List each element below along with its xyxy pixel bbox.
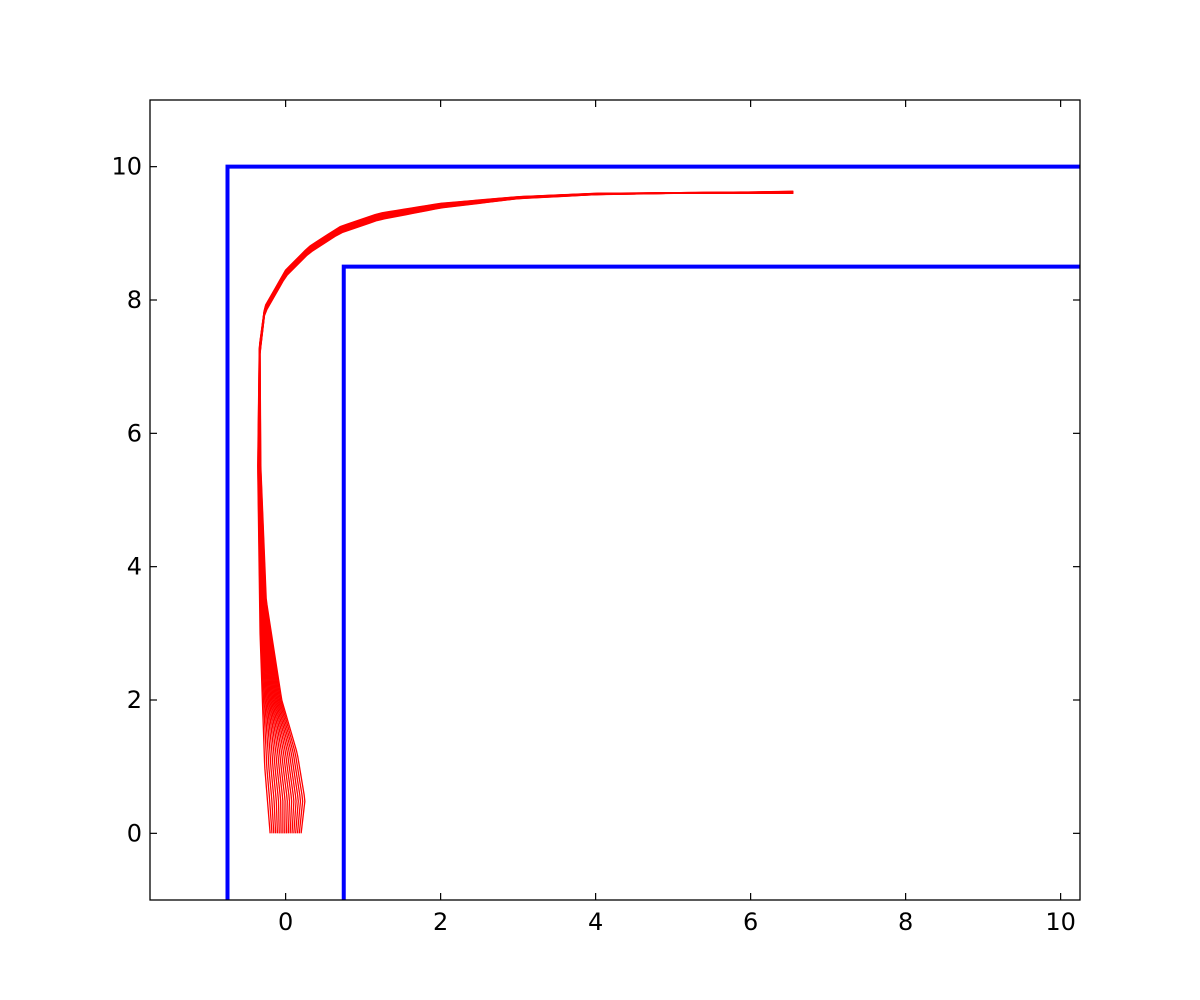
trajectory-line-12 bbox=[259, 191, 794, 834]
y-tick-label: 6 bbox=[127, 419, 142, 447]
trajectory-line-9 bbox=[258, 191, 794, 834]
trajectory-line-17 bbox=[259, 192, 794, 834]
trajectory-lines bbox=[257, 190, 794, 834]
trajectory-line-7 bbox=[258, 191, 794, 834]
y-tick-label: 10 bbox=[111, 153, 142, 181]
trajectory-line-6 bbox=[258, 191, 794, 834]
trajectory-line-16 bbox=[259, 192, 794, 834]
trajectory-line-3 bbox=[257, 190, 794, 834]
wall-line-1 bbox=[225, 164, 1080, 900]
trajectory-line-5 bbox=[257, 191, 794, 834]
trajectory-line-8 bbox=[258, 191, 794, 834]
trajectory-line-15 bbox=[259, 192, 794, 834]
y-tick-label: 4 bbox=[127, 553, 142, 581]
wall-lines bbox=[225, 164, 1080, 900]
x-tick-label: 10 bbox=[1045, 908, 1076, 936]
x-tick-label: 8 bbox=[898, 908, 913, 936]
trajectory-line-18 bbox=[259, 192, 794, 834]
trajectory-line-2 bbox=[257, 190, 794, 834]
y-tick-label: 8 bbox=[127, 286, 142, 314]
trajectory-line-14 bbox=[259, 192, 794, 834]
trajectory-line-10 bbox=[258, 191, 794, 834]
trajectory-line-4 bbox=[257, 191, 794, 834]
x-tick-label: 4 bbox=[588, 908, 603, 936]
x-tick-label: 2 bbox=[433, 908, 448, 936]
plot-frame bbox=[149, 99, 1081, 901]
y-tick-label: 2 bbox=[127, 686, 142, 714]
trajectory-line-1 bbox=[257, 190, 794, 834]
x-tick-label: 0 bbox=[278, 908, 293, 936]
y-tick-label: 0 bbox=[127, 819, 142, 847]
y-axis-ticks: 0 2 4 6 8 10 bbox=[111, 153, 1080, 847]
x-tick-label: 6 bbox=[743, 908, 758, 936]
trajectory-line-11 bbox=[258, 191, 794, 834]
wall-line-2 bbox=[341, 264, 1080, 900]
x-axis-ticks: 0 2 4 6 8 10 bbox=[278, 100, 1076, 936]
trajectory-line-13 bbox=[259, 192, 794, 834]
